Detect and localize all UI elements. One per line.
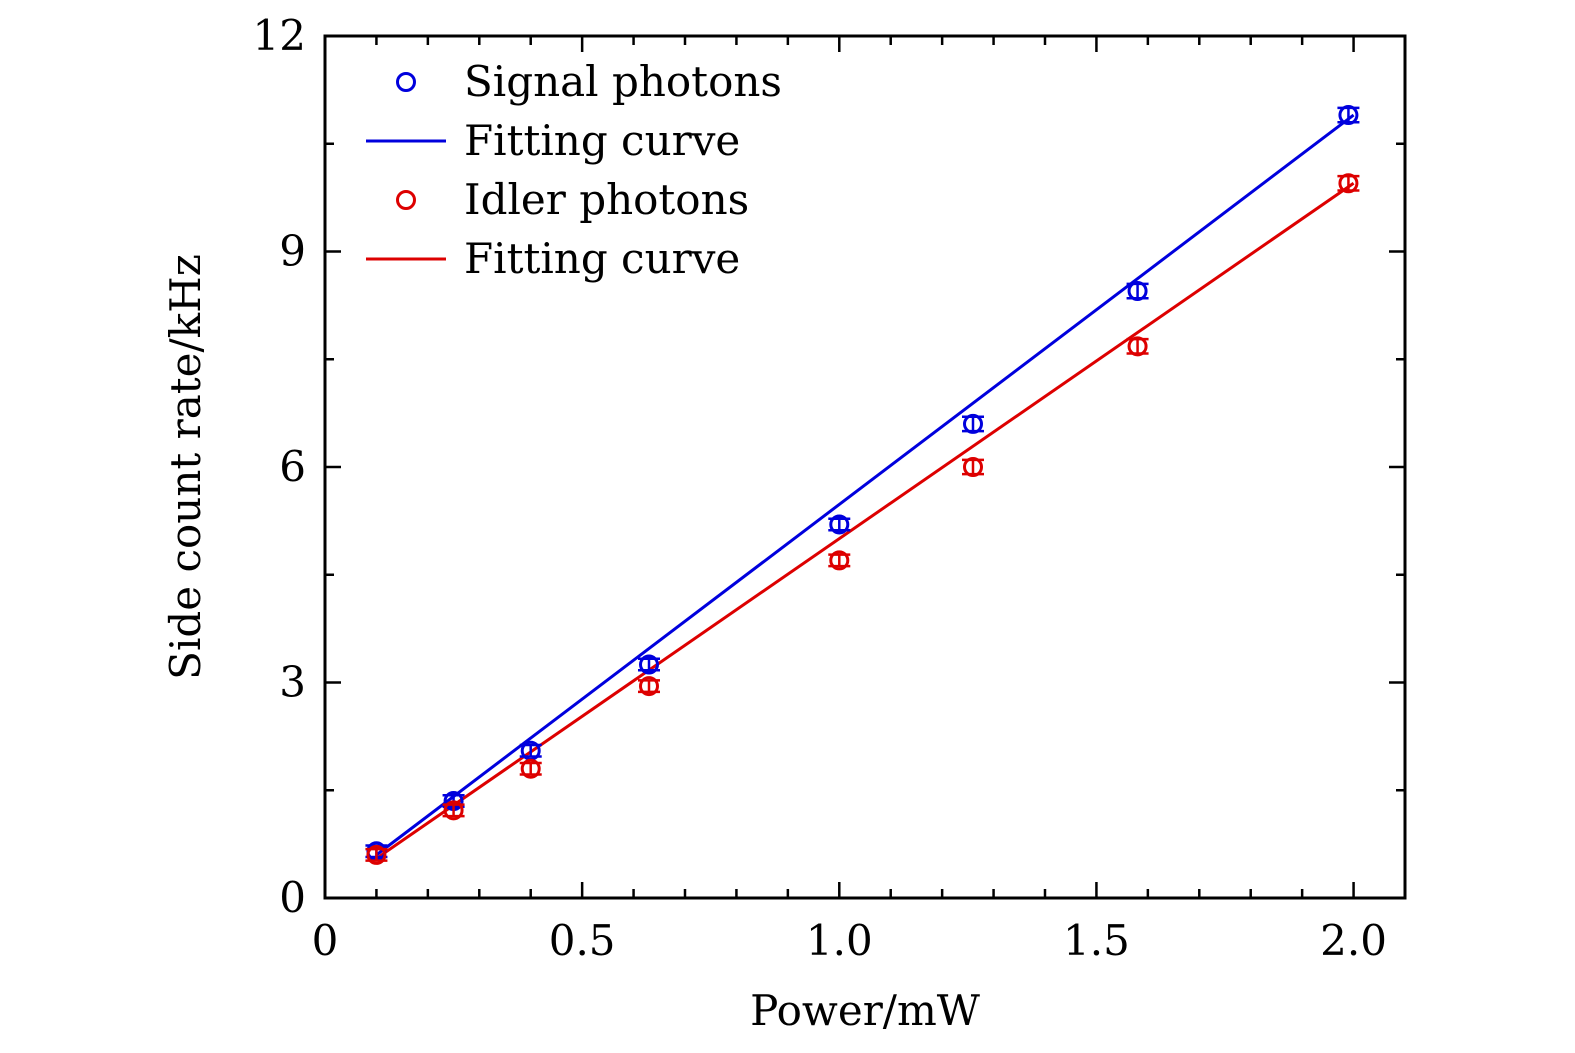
data-point-2 (828, 550, 851, 571)
point-marker (1338, 173, 1359, 194)
point-marker (520, 758, 541, 779)
y-axis-label: Side count rate/kHz (161, 254, 210, 680)
data-point-2 (1126, 336, 1149, 357)
data-point-0 (1337, 105, 1360, 126)
legend-marker (396, 190, 416, 210)
legend-label: Fitting curve (464, 234, 740, 283)
legend-label: Fitting curve (464, 116, 740, 165)
fit-line-1 (375, 113, 1355, 857)
y-tick-label: 0 (279, 873, 306, 922)
point-marker (443, 800, 464, 821)
point-marker (1127, 336, 1148, 357)
legend-entry: Fitting curve (366, 116, 740, 165)
point-marker (1338, 105, 1359, 126)
x-tick-label: 0.5 (549, 916, 616, 965)
data-point-2 (519, 758, 542, 779)
legend-entry: Idler photons (396, 175, 749, 224)
point-marker (963, 413, 983, 434)
data-point-0 (962, 413, 984, 434)
plot-frame (323, 34, 1407, 900)
series-layer (365, 105, 1360, 865)
point-marker (639, 676, 659, 697)
data-point-2 (365, 844, 388, 865)
data-point-0 (828, 514, 851, 535)
y-axis-ticks: 0 3 6 9 12 (253, 11, 1405, 922)
x-tick-label: 1.0 (806, 916, 873, 965)
data-point-0 (638, 654, 660, 675)
point-marker (639, 654, 659, 675)
point-marker (829, 514, 850, 535)
x-tick-label: 1.5 (1063, 916, 1130, 965)
data-point-2 (638, 676, 660, 697)
point-marker (366, 844, 387, 865)
y-tick-label: 6 (279, 442, 306, 491)
y-tick-label: 9 (279, 227, 306, 276)
data-point-0 (519, 740, 542, 761)
legend-label: Signal photons (464, 57, 782, 106)
legend-marker (396, 72, 416, 92)
data-point-0 (1126, 281, 1149, 302)
legend-entry: Signal photons (396, 57, 782, 106)
legend-entry: Fitting curve (366, 234, 740, 283)
y-tick-label: 12 (253, 11, 306, 60)
x-tick-label: 0 (312, 916, 339, 965)
legend: Signal photons Fitting curve Idler photons… (366, 57, 782, 283)
x-axis-label: Power/mW (750, 986, 981, 1035)
x-tick-label: 2.0 (1320, 916, 1387, 965)
y-tick-label: 3 (279, 658, 306, 707)
data-point-2 (1337, 173, 1360, 194)
point-marker (829, 550, 850, 571)
data-point-2 (442, 800, 465, 821)
point-marker (963, 457, 983, 477)
legend-label: Idler photons (464, 175, 749, 224)
point-marker (1127, 281, 1148, 302)
x-axis-ticks: 0 0.5 1.0 1.5 2.0 (312, 36, 1387, 965)
data-point-2 (962, 457, 984, 477)
